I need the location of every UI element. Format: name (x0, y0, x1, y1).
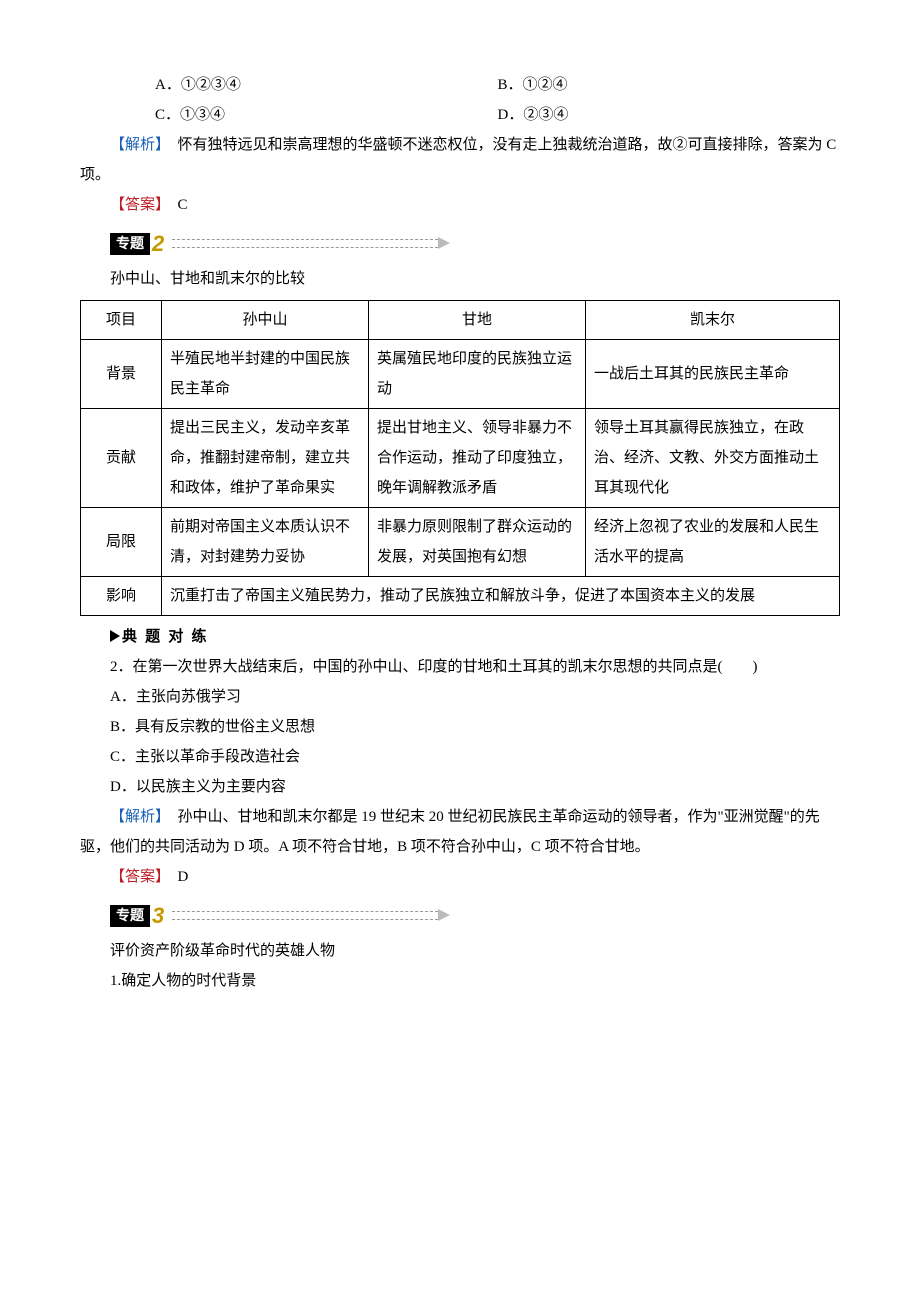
q2-option-c: C．主张以革命手段改造社会 (110, 742, 840, 772)
q2-stem: 2．在第一次世界大战结束后，中国的孙中山、印度的甘地和土耳其的凯末尔思想的共同点… (80, 652, 840, 682)
triangle-icon (110, 630, 120, 642)
q2-option-a: A．主张向苏俄学习 (110, 682, 840, 712)
q1-answer-value: C (163, 197, 188, 213)
th-col2: 甘地 (369, 301, 586, 340)
table-row-influence: 影响 沉重打击了帝国主义殖民势力，推动了民族独立和解放斗争，促进了本国资本主义的… (81, 577, 840, 616)
row1-label: 贡献 (81, 409, 162, 508)
topic3-banner: 专题 3 (110, 902, 840, 930)
q2-answer-value: D (163, 869, 189, 885)
q1-option-b: B．①②④ (498, 70, 841, 100)
q1-analysis: 【解析】 怀有独特远见和崇高理想的华盛顿不迷恋权位，没有走上独裁统治道路，故②可… (80, 130, 840, 190)
q2-option-b: B．具有反宗教的世俗主义思想 (110, 712, 840, 742)
topic3-number: 3 (152, 894, 164, 938)
q1-answer: 【答案】 C (80, 190, 840, 220)
topic2-box: 专题 (110, 233, 150, 255)
th-col1: 孙中山 (162, 301, 369, 340)
answer-label: 【答案】 (110, 197, 163, 213)
q1-option-d: D．②③④ (498, 100, 841, 130)
row1-c2: 领导土耳其赢得民族独立，在政治、经济、文教、外交方面推动土耳其现代化 (586, 409, 840, 508)
topic3-heading: 评价资产阶级革命时代的英雄人物 (80, 936, 840, 966)
row0-label: 背景 (81, 340, 162, 409)
q2-analysis-text: 孙中山、甘地和凯末尔都是 19 世纪末 20 世纪初民族民主革命运动的领导者，作… (80, 809, 820, 855)
arrow-decoration (172, 905, 452, 927)
q2-answer: 【答案】 D (80, 862, 840, 892)
row0-c2: 一战后土耳其的民族民主革命 (586, 340, 840, 409)
th-col0: 项目 (81, 301, 162, 340)
topic2-banner: 专题 2 (110, 230, 840, 258)
q1-options-row1: A．①②③④ B．①②④ (155, 70, 840, 100)
row2-c0: 前期对帝国主义本质认识不清，对封建势力妥协 (162, 508, 369, 577)
arrow-decoration (172, 233, 452, 255)
analysis-label: 【解析】 (110, 137, 163, 153)
q1-option-c: C．①③④ (155, 100, 498, 130)
row0-c0: 半殖民地半封建的中国民族民主革命 (162, 340, 369, 409)
topic2-heading: 孙中山、甘地和凯末尔的比较 (80, 264, 840, 294)
row2-c2: 经济上忽视了农业的发展和人民生活水平的提高 (586, 508, 840, 577)
analysis-label: 【解析】 (110, 809, 163, 825)
comparison-table: 项目 孙中山 甘地 凯末尔 背景 半殖民地半封建的中国民族民主革命 英属殖民地印… (80, 300, 840, 616)
q1-options-row2: C．①③④ D．②③④ (155, 100, 840, 130)
q2-option-d: D．以民族主义为主要内容 (110, 772, 840, 802)
topic2-number: 2 (152, 222, 164, 266)
table-row-contribution: 贡献 提出三民主义，发动辛亥革命，推翻封建帝制，建立共和政体，维护了革命果实 提… (81, 409, 840, 508)
answer-label: 【答案】 (110, 869, 163, 885)
topic3-box: 专题 (110, 905, 150, 927)
row1-c0: 提出三民主义，发动辛亥革命，推翻封建帝制，建立共和政体，维护了革命果实 (162, 409, 369, 508)
row3-label: 影响 (81, 577, 162, 616)
row1-c1: 提出甘地主义、领导非暴力不合作运动，推动了印度独立，晚年调解教派矛盾 (369, 409, 586, 508)
q1-analysis-text: 怀有独特远见和崇高理想的华盛顿不迷恋权位，没有走上独裁统治道路，故②可直接排除，… (80, 137, 836, 183)
q2-analysis: 【解析】 孙中山、甘地和凯末尔都是 19 世纪末 20 世纪初民族民主革命运动的… (80, 802, 840, 862)
topic3-point1: 1.确定人物的时代背景 (80, 966, 840, 996)
q1-option-a: A．①②③④ (155, 70, 498, 100)
row0-c1: 英属殖民地印度的民族独立运动 (369, 340, 586, 409)
table-header-row: 项目 孙中山 甘地 凯末尔 (81, 301, 840, 340)
practice-heading: 典 题 对 练 (110, 622, 840, 652)
row2-c1: 非暴力原则限制了群众运动的发展，对英国抱有幻想 (369, 508, 586, 577)
th-col3: 凯末尔 (586, 301, 840, 340)
table-row-limitation: 局限 前期对帝国主义本质认识不清，对封建势力妥协 非暴力原则限制了群众运动的发展… (81, 508, 840, 577)
table-row-background: 背景 半殖民地半封建的中国民族民主革命 英属殖民地印度的民族独立运动 一战后土耳… (81, 340, 840, 409)
row2-label: 局限 (81, 508, 162, 577)
row3-merged: 沉重打击了帝国主义殖民势力，推动了民族独立和解放斗争，促进了本国资本主义的发展 (162, 577, 840, 616)
practice-heading-text: 典 题 对 练 (122, 628, 209, 645)
